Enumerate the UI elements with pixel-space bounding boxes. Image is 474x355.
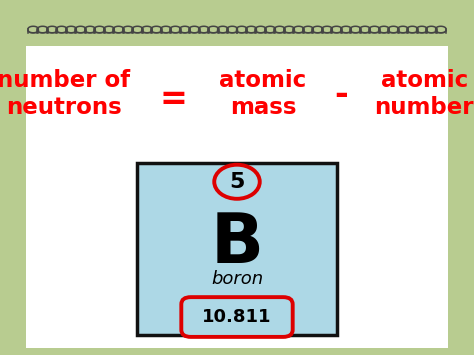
Text: atomic
mass: atomic mass [219, 69, 307, 119]
Text: 5: 5 [229, 172, 245, 192]
Text: number of
neutrons: number of neutrons [0, 69, 130, 119]
Circle shape [214, 165, 260, 199]
Text: -: - [334, 78, 348, 110]
FancyBboxPatch shape [181, 297, 292, 337]
Text: atomic
number: atomic number [374, 69, 474, 119]
Text: boron: boron [211, 270, 263, 288]
FancyBboxPatch shape [137, 163, 337, 335]
Text: B: B [210, 210, 264, 277]
FancyBboxPatch shape [26, 46, 448, 348]
Text: =: = [159, 83, 187, 116]
Text: 10.811: 10.811 [202, 308, 272, 326]
